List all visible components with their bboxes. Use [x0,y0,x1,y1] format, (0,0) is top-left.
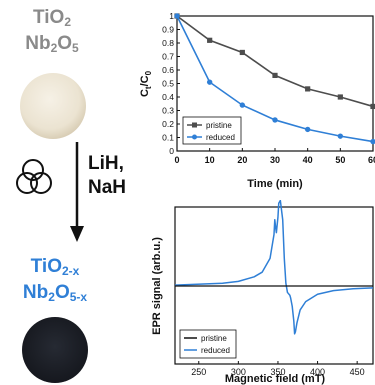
epr-chart-ylabel: EPR signal (arb.u.) [151,237,163,335]
x-tick-label: 250 [191,367,206,377]
ball-mill-icon [16,159,52,194]
product-formula-tio2x: TiO2-x [30,256,80,278]
y-tick-label: 0.5 [162,79,174,89]
precursor-formula-tio2: TiO2 [32,7,71,29]
reduced-epr-line [174,200,374,335]
y-tick-label: 0.6 [162,65,174,75]
y-tick-label: 0.3 [162,106,174,116]
decay-chart: 00.10.20.30.40.50.60.70.80.910 10 20 30 40 50… [139,11,375,190]
pristine-point [239,49,245,56]
legend-pristine-label: pristine [206,121,232,130]
x-tick-label: 40 [303,155,313,165]
reduced-point [239,102,246,108]
x-tick-label: 400 [310,367,325,377]
x-tick-label: 350 [270,367,285,377]
x-tick-label: 30 [270,155,280,165]
y-tick-label: 0 [169,146,174,156]
y-tick-label: 0.8 [162,38,174,48]
pristine-point [272,72,278,78]
reduced-point [174,13,180,19]
decay-chart-ylabel: Ct/C0 [139,70,153,97]
y-tick-label: 0.9 [162,25,174,35]
precursor-formula-nb2o5: Nb2O5 [25,33,79,55]
white-powder-image [20,73,86,139]
pristine-point [305,86,311,92]
epr-legend-reduced-label: reduced [201,346,230,355]
x-tick-label: 10 [205,155,215,165]
pristine-point [337,94,343,100]
decay-chart-xlabel: Time (min) [247,178,303,190]
epr-chart-xlabel: Magnetic field (mT) [225,373,326,385]
y-tick-label: 1 [169,11,174,21]
reduced-point [304,126,311,133]
y-tick-label: 0.2 [162,119,174,129]
x-tick-label: 20 [237,155,247,165]
y-tick-label: 0.4 [162,92,174,102]
x-tick-label: 0 [174,155,179,165]
epr-legend-pristine-label: pristine [201,334,227,343]
epr-chart: 250 300 350 400 450 EPR signal (arb.u.) Magn… [151,200,374,385]
product-formula-nb2o5x: Nb2O5-x [22,282,88,304]
pristine-line [176,15,374,108]
decay-chart-legend: pristine reduced [182,116,242,145]
reduced-point [272,117,278,123]
legend-reduced-label: reduced [206,133,235,142]
pristine-point [207,37,213,43]
x-tick-label: 50 [335,155,345,165]
reduced-point [337,133,344,139]
epr-chart-legend: pristine reduced [179,329,237,359]
reagent-nah: NaH [88,177,127,198]
reduced-point [206,79,213,85]
reduced-point [370,138,375,145]
black-powder-image [22,317,88,383]
y-tick-label: 0.1 [162,133,174,143]
x-tick-label: 450 [350,367,365,377]
reagent-lih: LiH, [88,153,124,174]
reaction-arrow-icon [70,142,84,242]
y-tick-label: 0.7 [162,52,174,62]
x-tick-label: 300 [231,367,246,377]
x-tick-label: 60 [368,155,375,165]
scheme-graphics [16,73,88,383]
pristine-point [370,103,375,110]
